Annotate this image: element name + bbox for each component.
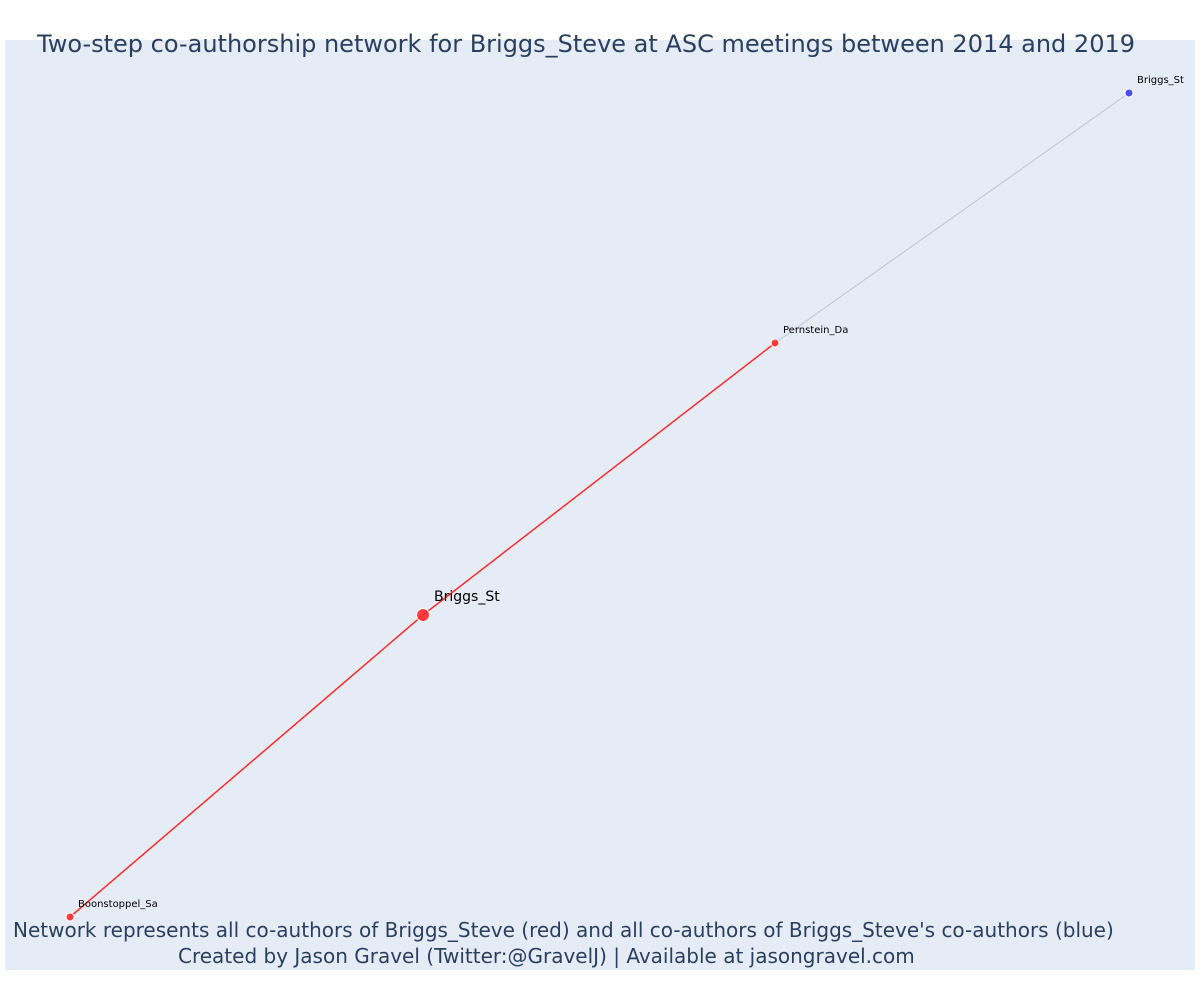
edge-pernstein-briggs-two-step [774, 92, 1130, 344]
node-boonstoppel[interactable] [65, 912, 75, 922]
footer-legend-note: Network represents all co-authors of Bri… [13, 918, 1114, 942]
node-label-pernstein: Pernstein_Da [783, 325, 848, 336]
node-label-briggs-center: Briggs_St [434, 589, 500, 605]
node-label-briggs-two-step: Briggs_St [1137, 75, 1184, 86]
node-briggs-two-step[interactable] [1124, 88, 1134, 98]
edge-boonstoppel-briggs-center [69, 614, 424, 918]
node-briggs-center[interactable] [416, 608, 430, 622]
network-graph[interactable]: Briggs_St Pernstein_Da Boonstoppel_Sa Brigg… [5, 40, 1195, 970]
chart-title: Two-step co-authorship network for Brigg… [37, 30, 1135, 58]
node-label-boonstoppel: Boonstoppel_Sa [78, 899, 158, 910]
edge-briggs-center-pernstein [422, 342, 776, 616]
footer-credit: Created by Jason Gravel (Twitter:@Gravel… [178, 944, 915, 968]
network-plot-area[interactable]: Briggs_St Pernstein_Da Boonstoppel_Sa Brigg… [5, 40, 1195, 970]
node-pernstein[interactable] [770, 338, 780, 348]
